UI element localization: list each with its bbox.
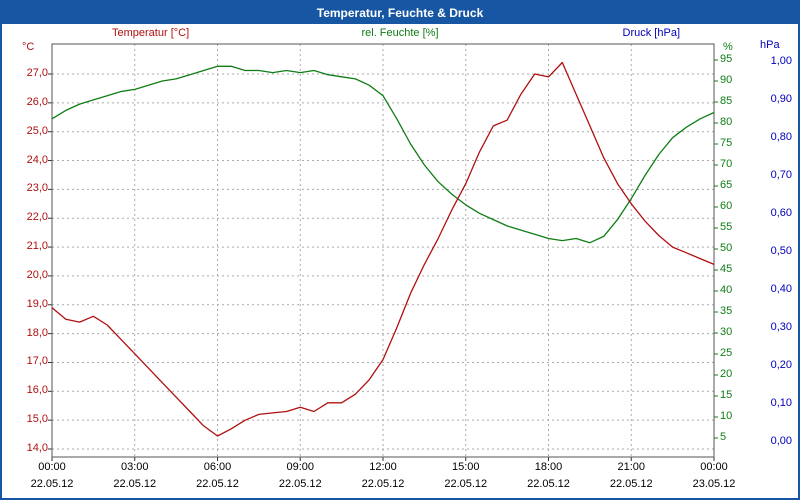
date-axis-label: 23.05.12 bbox=[692, 478, 736, 490]
temp-axis-tick-label: 24,0 bbox=[26, 153, 48, 166]
humidity-axis-tick-label: 55 bbox=[720, 221, 733, 233]
temp-axis-tick-label: 23,0 bbox=[26, 182, 48, 195]
temp-axis-unit: °C bbox=[22, 41, 35, 53]
humidity-axis-tick-label: 45 bbox=[720, 263, 733, 275]
date-axis-label: 22.05.12 bbox=[609, 478, 653, 490]
pressure-axis-tick-label: 0,80 bbox=[770, 131, 792, 143]
humidity-series-line bbox=[51, 65, 715, 244]
date-axis-label: 22.05.12 bbox=[30, 478, 74, 490]
humidity-axis-tick-label: 25 bbox=[720, 347, 733, 359]
date-axis-label: 22.05.12 bbox=[444, 478, 488, 490]
date-axis-label: 22.05.12 bbox=[113, 478, 157, 490]
humidity-axis-tick-label: 60 bbox=[720, 200, 733, 212]
pressure-axis-tick-label: 0,30 bbox=[770, 321, 792, 333]
plot-frame bbox=[51, 43, 715, 458]
temp-axis-tick-label: 18,0 bbox=[26, 326, 48, 339]
pressure-axis-tick-label: 0,10 bbox=[770, 397, 792, 409]
legend-humidity: rel. Feuchte [%] bbox=[361, 27, 439, 39]
time-axis-tick-label: 00:00 bbox=[700, 461, 728, 473]
date-axis-label: 22.05.12 bbox=[278, 478, 322, 490]
time-axis-tick-label: 06:00 bbox=[203, 461, 232, 473]
time-axis-tick-label: 12:00 bbox=[369, 461, 397, 473]
pressure-axis-tick-label: 0,60 bbox=[770, 207, 792, 219]
humidity-axis-tick-label: 30 bbox=[720, 326, 733, 338]
time-axis-tick-label: 18:00 bbox=[534, 461, 563, 473]
humidity-axis-tick-label: 50 bbox=[720, 242, 733, 254]
time-axis-tick-label: 09:00 bbox=[286, 461, 315, 473]
temp-axis-tick-label: 17,0 bbox=[26, 355, 48, 368]
time-axis-tick-label: 03:00 bbox=[120, 461, 149, 473]
pressure-axis-tick-label: 0,00 bbox=[770, 435, 792, 447]
temp-axis-tick-label: 19,0 bbox=[26, 297, 48, 310]
temp-axis-tick-label: 26,0 bbox=[26, 95, 48, 108]
time-axis-tick-label: 00:00 bbox=[38, 461, 66, 473]
pressure-axis-tick-label: 0,50 bbox=[770, 245, 792, 257]
pressure-axis-tick-label: 0,20 bbox=[770, 359, 792, 371]
humidity-axis-tick-label: 70 bbox=[720, 158, 733, 170]
humidity-axis-tick-label: 40 bbox=[720, 284, 733, 296]
temp-axis-tick-label: 20,0 bbox=[26, 268, 48, 281]
humidity-axis-tick-label: 10 bbox=[720, 410, 733, 422]
humidity-axis-tick-label: 15 bbox=[720, 389, 733, 401]
date-axis-label: 22.05.12 bbox=[527, 478, 570, 490]
humidity-axis-tick-label: 35 bbox=[720, 305, 733, 317]
humidity-axis-tick-label: 75 bbox=[720, 137, 733, 149]
date-axis-label: 22.05.12 bbox=[361, 478, 405, 490]
temp-axis-tick-label: 16,0 bbox=[26, 384, 48, 397]
humidity-axis-tick-label: 85 bbox=[720, 95, 733, 107]
humidity-axis-tick-label: 65 bbox=[720, 179, 733, 191]
temp-axis-tick-label: 27,0 bbox=[26, 67, 48, 79]
pressure-axis-unit: hPa bbox=[760, 39, 780, 51]
window-title: Temperatur, Feuchte & Druck bbox=[2, 2, 798, 24]
temp-axis-tick-label: 22,0 bbox=[26, 211, 48, 224]
humidity-axis-tick-label: 90 bbox=[720, 74, 733, 86]
pressure-axis-tick-label: 0,40 bbox=[770, 283, 792, 295]
temperature-series-line bbox=[51, 61, 715, 437]
pressure-axis-tick-label: 0,90 bbox=[770, 93, 792, 105]
pressure-axis-tick-label: 1,00 bbox=[770, 55, 792, 67]
humidity-axis-tick-label: 95 bbox=[720, 53, 733, 65]
temp-axis-tick-label: 21,0 bbox=[26, 240, 48, 253]
temp-axis-tick-label: 14,0 bbox=[26, 442, 48, 454]
date-axis-label: 22.05.12 bbox=[196, 478, 239, 490]
temp-axis-tick-label: 25,0 bbox=[26, 124, 48, 137]
legend-temperature: Temperatur [°C] bbox=[112, 27, 190, 39]
time-axis-tick-label: 21:00 bbox=[617, 461, 646, 473]
humidity-axis-unit: % bbox=[723, 41, 733, 53]
pressure-axis-tick-label: 0,70 bbox=[770, 169, 792, 181]
legend-pressure: Druck [hPa] bbox=[622, 27, 680, 39]
humidity-axis-tick-label: 80 bbox=[720, 116, 733, 128]
humidity-axis-tick-label: 20 bbox=[720, 368, 733, 380]
humidity-axis-tick-label: 5 bbox=[720, 431, 727, 443]
time-axis-tick-label: 15:00 bbox=[451, 461, 480, 473]
temp-axis-tick-label: 15,0 bbox=[26, 413, 48, 426]
